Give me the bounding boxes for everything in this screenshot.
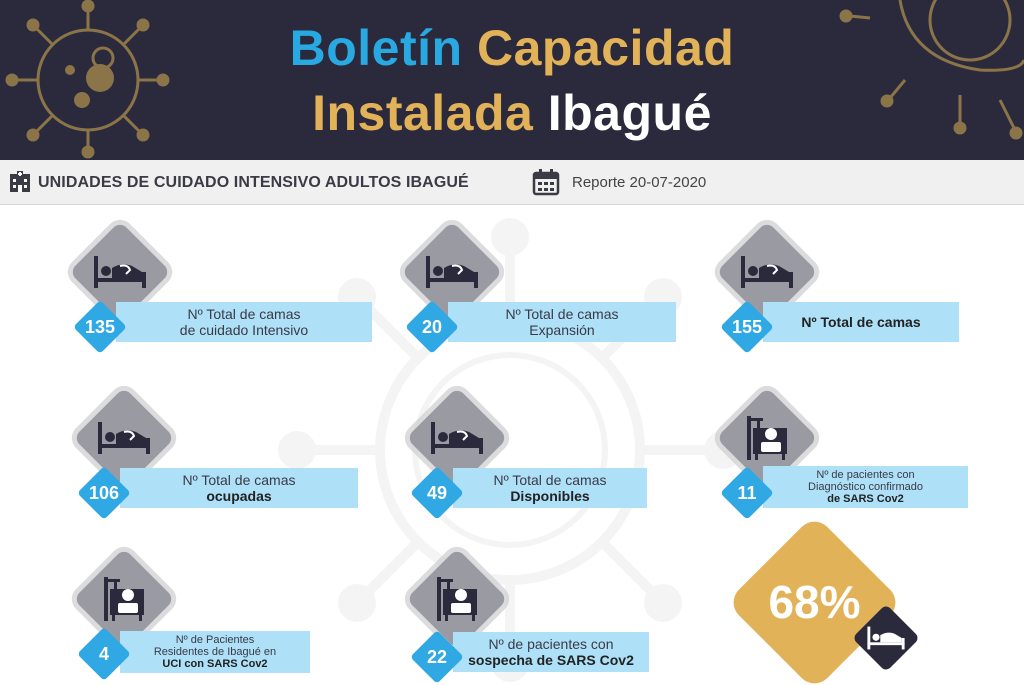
label-line-1: Nº de Pacientes	[175, 634, 255, 646]
virus-decoration-right-icon	[839, 0, 1024, 140]
label-line-2: Residentes de Ibagué en	[153, 646, 277, 658]
title-word-capacidad: Capacidad	[476, 20, 735, 76]
label-line-1: Nº Total de camas	[801, 314, 921, 330]
label-line-1: Nº de pacientes con	[488, 636, 614, 652]
patient-monitor-icon	[437, 577, 477, 621]
label-line-2: Diagnóstico confirmado	[808, 481, 923, 493]
label-line-1: Nº de pacientes con	[816, 469, 915, 481]
label-line-3: de SARS Cov2	[827, 493, 904, 505]
title-word-ibague: Ibagué	[547, 85, 712, 141]
value-badge: 106	[88, 483, 120, 503]
section-bar: UNIDADES DE CUIDADO INTENSIVO ADULTOS IB…	[0, 160, 1024, 205]
value-badge: 20	[421, 317, 443, 337]
card-label: Nº de pacientes con Diagnóstico confirma…	[763, 466, 968, 508]
virus-watermark-icon	[278, 218, 742, 682]
value-badge: 11	[737, 483, 757, 503]
title-word-instalada: Instalada	[312, 85, 534, 141]
patient-monitor-icon	[104, 577, 144, 621]
label-line-1: Nº Total de camas	[505, 306, 619, 322]
label-line-2: Expansión	[529, 322, 595, 338]
calendar-icon	[532, 169, 560, 196]
patient-monitor-icon	[747, 416, 787, 460]
bed-patient-icon	[98, 422, 150, 454]
value-badge: 135	[84, 317, 116, 337]
card-label: Nº de Pacientes Residentes de Ibagué en …	[120, 631, 310, 673]
label-line-1: Nº Total de camas	[182, 472, 296, 488]
card-label: Nº Total de camas	[763, 302, 959, 342]
title-line-2: Instalada Ibagué	[0, 85, 1024, 141]
section-title: UNIDADES DE CUIDADO INTENSIVO ADULTOS IB…	[38, 174, 469, 191]
header-banner: Boletín Capacidad Instalada Ibagué	[0, 0, 1024, 160]
virus-decoration-left-icon	[5, 0, 170, 159]
bed-patient-icon	[426, 256, 478, 288]
occupancy-percentage: 68%	[768, 576, 861, 628]
bed-patient-icon	[867, 626, 905, 650]
value-badge: 49	[426, 483, 448, 503]
bed-patient-icon	[741, 256, 793, 288]
label-line-2: ocupadas	[206, 488, 272, 504]
card-label: Nº Total de camas de cuidado Intensivo	[116, 302, 372, 342]
hospital-building-icon	[10, 171, 30, 192]
label-line-1: Nº Total de camas	[187, 306, 301, 322]
value-badge: 155	[731, 317, 763, 337]
label-line-3: UCI con SARS Cov2	[162, 658, 268, 670]
card-label: Nº Total de camas Expansión	[448, 302, 676, 342]
label-line-2: Disponibles	[510, 488, 590, 504]
label-line-1: Nº Total de camas	[493, 472, 607, 488]
bed-patient-icon	[94, 256, 146, 288]
card-label: Nº Total de camas Disponibles	[453, 468, 647, 508]
report-date: Reporte 20-07-2020	[572, 174, 707, 191]
card-label: Nº de pacientes con sospecha de SARS Cov…	[453, 632, 649, 672]
title-word-boletin: Boletín	[289, 20, 463, 76]
title-line-1: Boletín Capacidad	[0, 20, 1024, 76]
card-label: Nº Total de camas ocupadas	[120, 468, 358, 508]
value-badge: 22	[426, 647, 448, 667]
bed-patient-icon	[431, 422, 483, 454]
value-badge: 4	[98, 644, 109, 664]
label-line-2: sospecha de SARS Cov2	[468, 652, 634, 668]
label-line-2: de cuidado Intensivo	[179, 322, 309, 338]
